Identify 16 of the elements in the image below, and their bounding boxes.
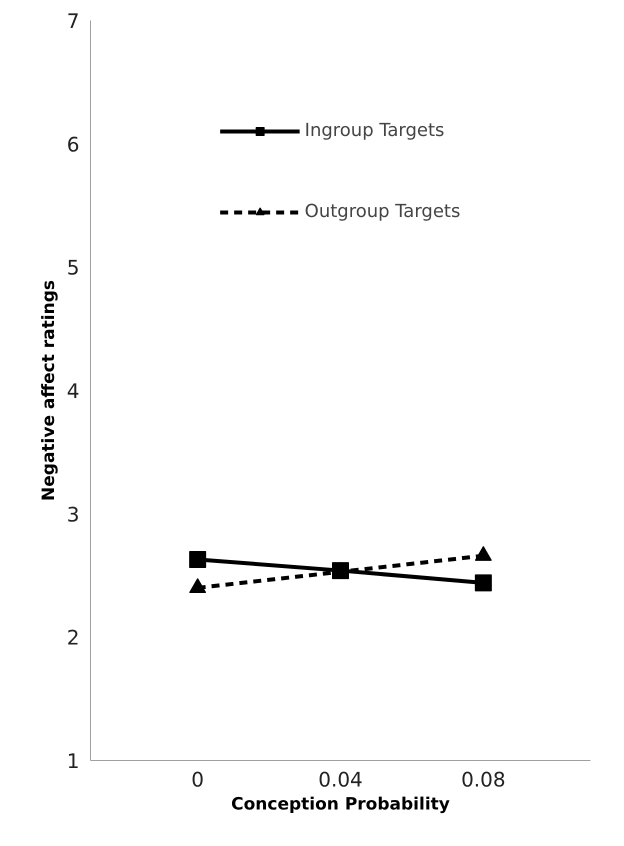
x-tick-label: 0.04 xyxy=(318,768,363,792)
y-tick-label: 3 xyxy=(66,502,80,526)
point xyxy=(189,550,206,568)
y-tick-label: 5 xyxy=(66,256,80,280)
x-tick-label: 0.08 xyxy=(461,768,506,792)
legend-label: Ingroup Targets xyxy=(304,120,444,141)
y-tick-label: 4 xyxy=(66,379,80,403)
y-tick-label: 2 xyxy=(66,626,80,650)
y-axis-title: Negative affect ratings xyxy=(38,280,59,501)
y-tick-label: 7 xyxy=(66,9,80,33)
legend-label: Outgroup Targets xyxy=(304,201,460,222)
x-axis-title: Conception Probability xyxy=(231,794,450,814)
y-tick-label: 6 xyxy=(66,132,80,156)
y-tick-label: 1 xyxy=(66,749,80,773)
point xyxy=(474,574,492,592)
x-tick-label: 0 xyxy=(191,768,204,792)
